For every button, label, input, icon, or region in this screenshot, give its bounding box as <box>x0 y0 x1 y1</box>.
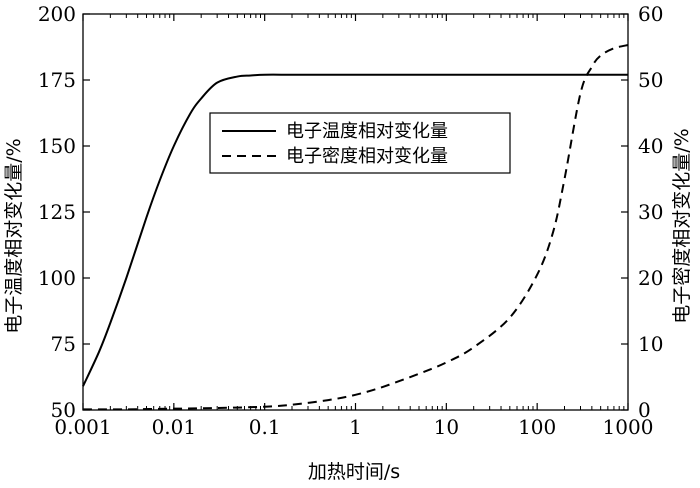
x-axis-title: 加热时间/s <box>308 461 400 483</box>
y-left-tick-label: 175 <box>38 68 76 92</box>
x-tick-label: 0.1 <box>249 415 281 439</box>
y-left-tick-label: 200 <box>38 2 76 26</box>
y-left-tick-label: 50 <box>51 398 76 422</box>
y-right-tick-label: 50 <box>638 68 663 92</box>
legend-label: 电子温度相对变化量 <box>286 121 448 142</box>
x-tick-label: 10 <box>434 415 459 439</box>
series-line-electron-density <box>82 44 629 411</box>
x-tick-label: 1000 <box>603 415 654 439</box>
x-tick-label: 0.001 <box>54 415 111 439</box>
x-tick-label: 0.01 <box>152 415 197 439</box>
series-line-electron-temperature <box>82 73 628 387</box>
y-left-tick-label: 75 <box>51 332 76 356</box>
legend-label: 电子密度相对变化量 <box>286 146 448 167</box>
y-right-tick-label: 20 <box>638 266 663 290</box>
x-tick-label: 1 <box>349 415 362 439</box>
y-right-tick-label: 10 <box>638 332 663 356</box>
y-left-tick-label: 100 <box>38 266 76 290</box>
y-right-tick-label: 0 <box>638 398 651 422</box>
y-axis-left-title: 电子温度相对变化量/% <box>3 138 25 333</box>
plot-frame <box>82 13 629 411</box>
y-left-tick-label: 125 <box>38 200 76 224</box>
legend-box <box>209 112 511 174</box>
y-right-tick-label: 40 <box>638 134 663 158</box>
x-tick-label: 100 <box>518 415 556 439</box>
y-axis-right-title: 电子密度相对变化量/% <box>671 128 693 323</box>
y-right-tick-label: 60 <box>638 2 663 26</box>
y-right-tick-label: 30 <box>638 200 663 224</box>
y-left-tick-label: 150 <box>38 134 76 158</box>
